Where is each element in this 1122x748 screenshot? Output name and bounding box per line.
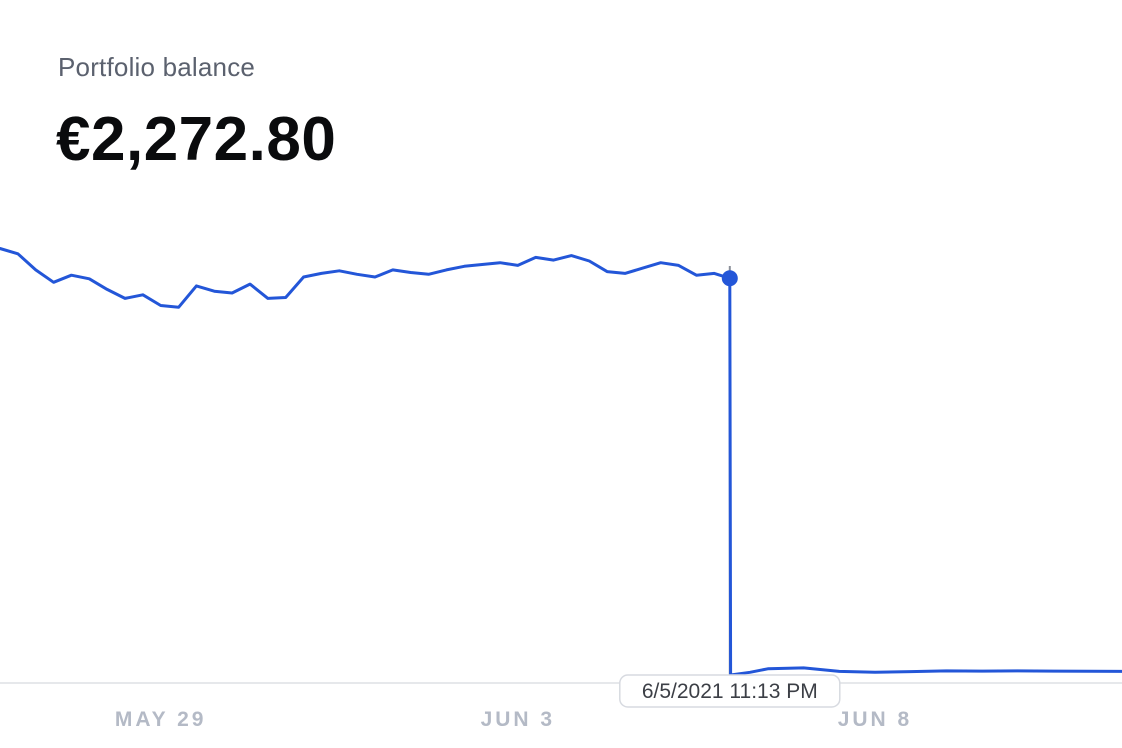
tooltip-box: [619, 674, 841, 708]
series-line[interactable]: [0, 247, 1122, 677]
x-axis-ticks: MAY 29 JUN 3 JUN 8: [115, 708, 913, 731]
x-tick-label: JUN 8: [838, 708, 913, 731]
tooltip-text: 6/5/2021 11:13 PM: [642, 680, 818, 703]
balance-value: €2,272.80: [56, 105, 337, 174]
date-tooltip: 6/5/2021 11:13 PM: [619, 674, 841, 708]
balance-label: Portfolio balance: [58, 52, 256, 82]
x-tick-label: MAY 29: [115, 708, 207, 731]
hover-point[interactable]: [721, 270, 738, 287]
x-tick-label: JUN 3: [481, 708, 556, 731]
